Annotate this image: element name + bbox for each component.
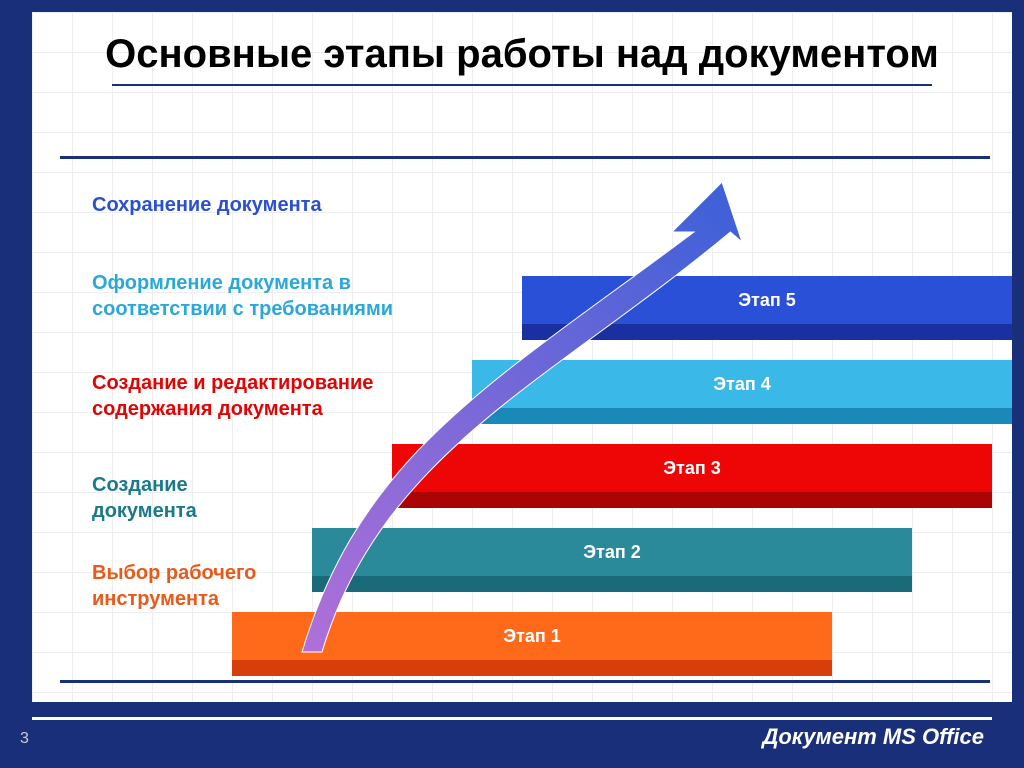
step-label: Этап 2: [312, 528, 912, 576]
page-number: 3: [20, 730, 29, 748]
step-1: Этап 1: [232, 612, 832, 676]
slide: Основные этапы работы над документом Эта…: [0, 0, 1024, 768]
step-description: Создание и редактирование содержания док…: [92, 370, 392, 422]
step-front-face: [392, 492, 992, 508]
step-description: Оформление документа в соответствии с тр…: [92, 270, 412, 322]
page-title: Основные этапы работы над документом: [32, 12, 1012, 80]
step-label: Этап 1: [232, 612, 832, 660]
step-2: Этап 2: [312, 528, 912, 592]
step-label: Этап 3: [392, 444, 992, 492]
step-description: Выбор рабочего инструмента: [92, 560, 332, 612]
step-front-face: [472, 408, 1012, 424]
step-4: Этап 4: [472, 360, 1012, 424]
step-description: Создание документа: [92, 472, 292, 524]
steps-diagram: Этап 1Выбор рабочего инструментаЭтап 2 Со…: [32, 142, 1012, 702]
horizontal-rule-bottom: [60, 680, 990, 683]
left-frame-bar: [0, 0, 32, 768]
step-label: Этап 4: [472, 360, 1012, 408]
step-description: Сохранение документа: [92, 192, 392, 218]
title-underline: [112, 84, 932, 86]
content-area: Основные этапы работы над документом Эта…: [32, 12, 1012, 702]
step-label: Этап 5: [522, 276, 1012, 324]
step-front-face: [522, 324, 1012, 340]
footer-divider: [32, 717, 992, 720]
step-front-face: [232, 660, 832, 676]
footer-text: Документ MS Office: [762, 724, 984, 750]
slide-footer: 3 Документ MS Office: [0, 702, 1024, 768]
step-5: Этап 5: [522, 276, 1012, 340]
step-front-face: [312, 576, 912, 592]
step-3: Этап 3: [392, 444, 992, 508]
